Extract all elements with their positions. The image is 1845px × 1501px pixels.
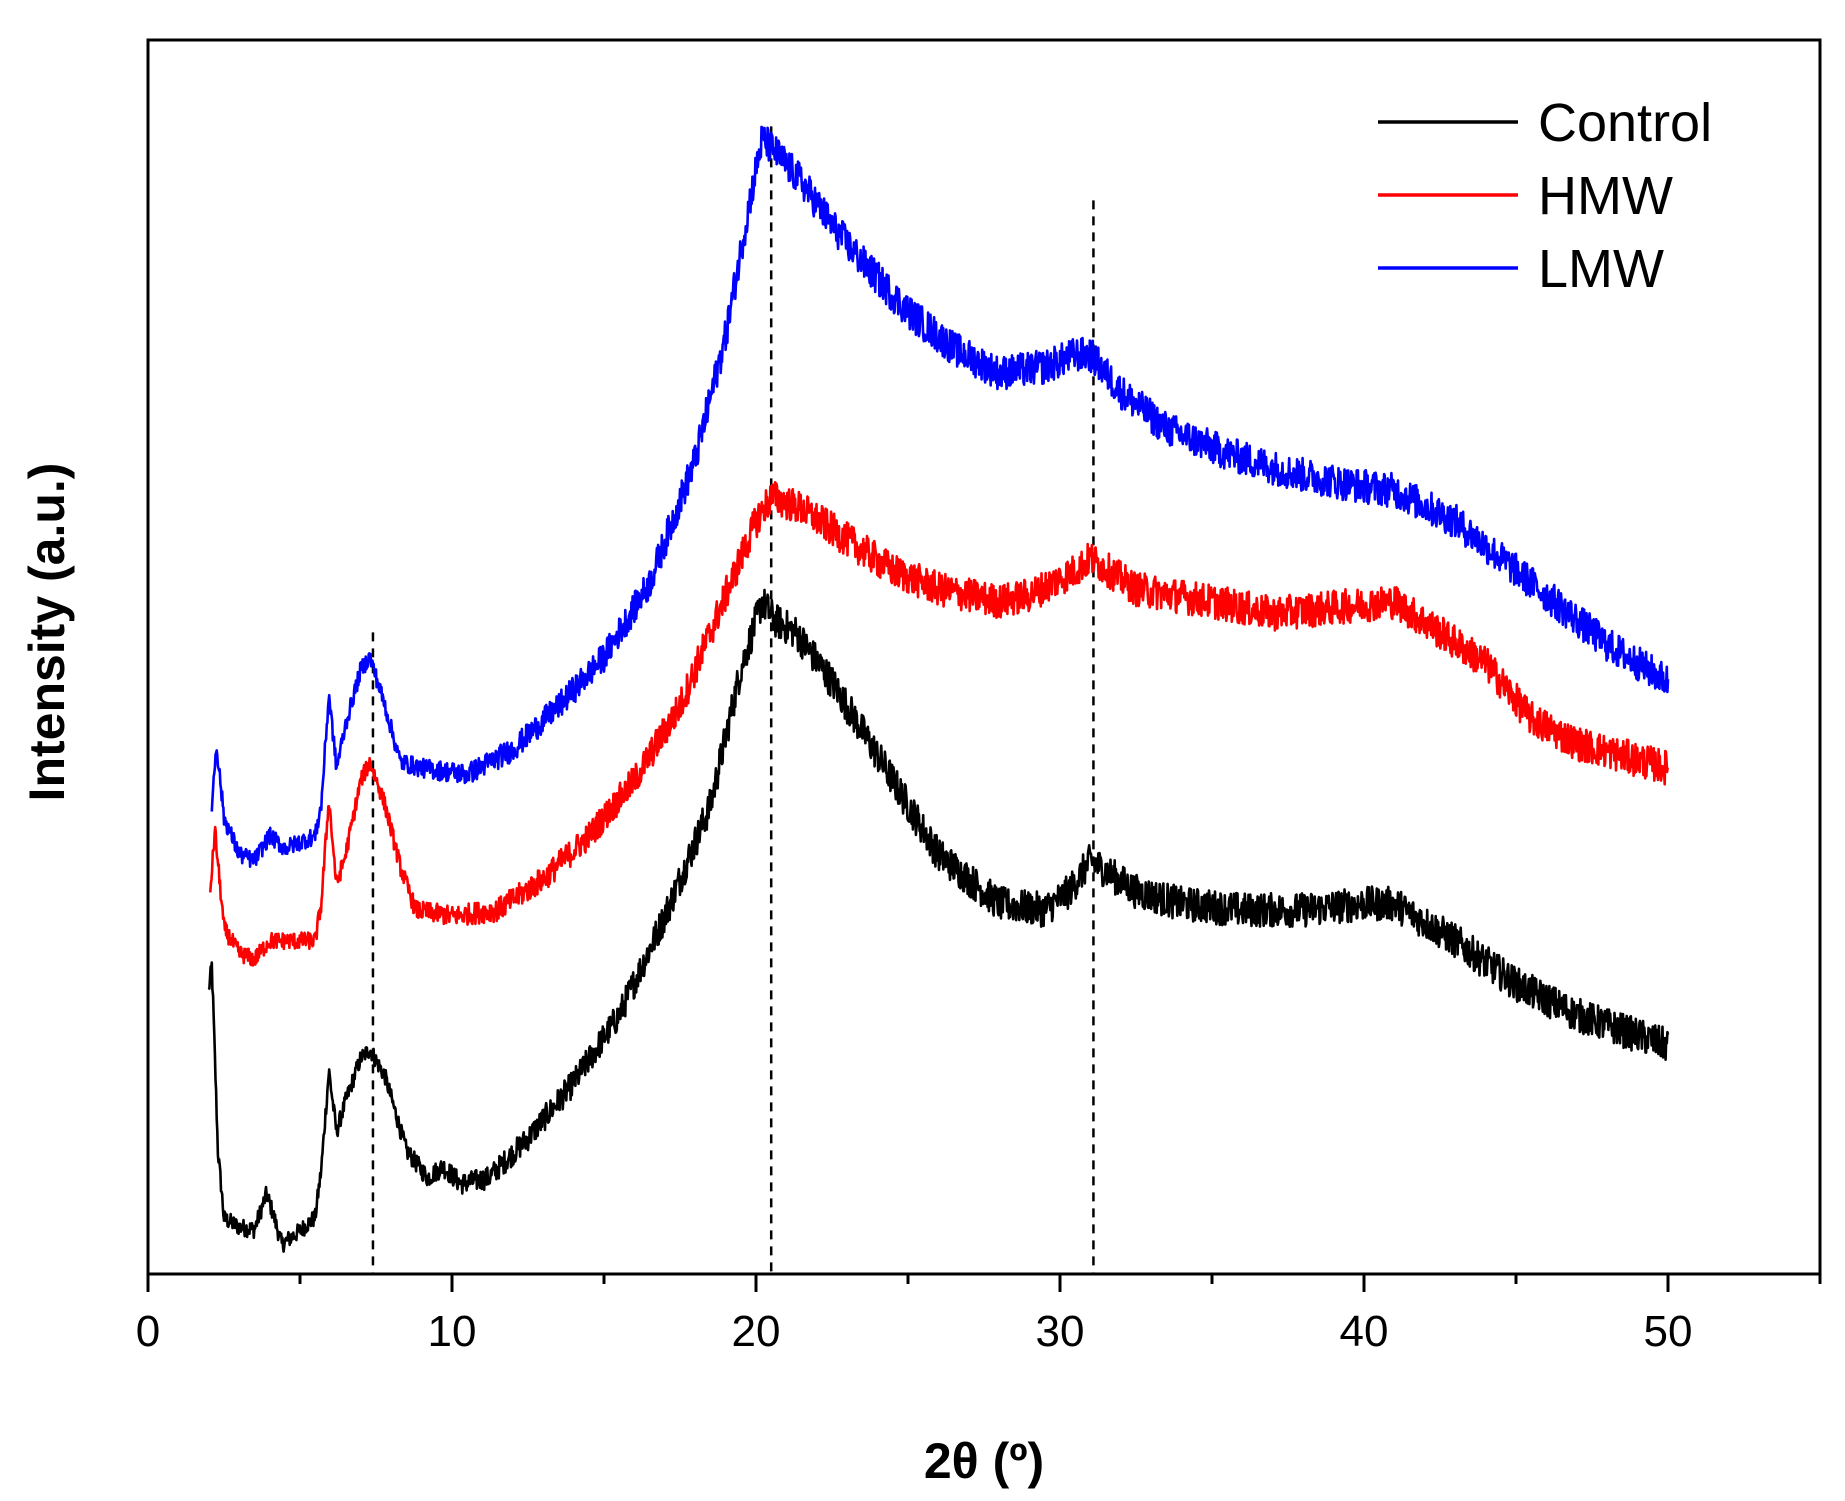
x-tick-label: 0	[136, 1307, 160, 1356]
legend-label-hmw: HMW	[1538, 166, 1673, 226]
series-line-control	[207, 588, 1670, 1253]
reference-lines	[371, 126, 1095, 1274]
series-layer	[207, 125, 1670, 1253]
x-axis: 0 10 20 30 40 50	[136, 1274, 1822, 1356]
x-tick-label: 10	[428, 1307, 477, 1356]
x-tick-label: 40	[1340, 1307, 1389, 1356]
legend-label-control: Control	[1538, 93, 1712, 153]
x-tick-label: 50	[1644, 1307, 1693, 1356]
y-axis-title: Intensity (a.u.)	[19, 463, 75, 802]
plot-frame	[146, 38, 1822, 1276]
x-tick-label: 20	[732, 1307, 781, 1356]
legend-label-lmw: LMW	[1538, 239, 1664, 299]
x-tick-label: 30	[1036, 1307, 1085, 1356]
series-line-lmw	[210, 125, 1670, 868]
x-axis-title: 2θ (º)	[924, 1433, 1044, 1489]
legend: Control HMW LMW	[1378, 93, 1712, 299]
series-line-hmw	[209, 481, 1669, 967]
